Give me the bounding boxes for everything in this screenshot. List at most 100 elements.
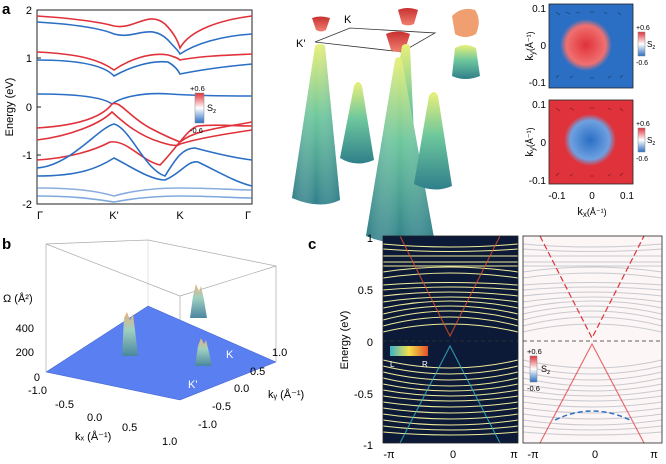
spin-map-bottom-ylabel: ky(Å⁻¹) [524, 127, 537, 156]
lower-cone [414, 92, 452, 190]
band-cbar-var: Sz [207, 103, 216, 115]
legend-upper-cone [452, 8, 479, 37]
berry-plane [46, 306, 276, 400]
spin-map-ytick: 0 [540, 41, 546, 52]
spin-map-ytick: 0 [540, 138, 546, 149]
berry-ytick: 1.0 [272, 347, 287, 359]
brillouin-hexagon [314, 27, 437, 53]
edge-state [539, 342, 645, 444]
edge-state [399, 344, 501, 444]
spin-down-blob [564, 114, 616, 166]
ribbon-xtick: 0 [450, 449, 456, 461]
band-lines [36, 15, 253, 203]
berry-xtick: 0.0 [87, 412, 102, 424]
ribbon-xtick: 0 [592, 449, 598, 461]
lr-legend-right: R [422, 360, 428, 369]
spin-cbar-max: +0.6 [636, 121, 650, 128]
lr-legend-bar [390, 346, 428, 356]
spin-map-xtick: 0 [589, 191, 595, 202]
berry-xtick: 0.5 [122, 422, 137, 434]
spin-map-xlabel: kx(Å⁻¹) [577, 206, 606, 219]
berry-xtick: -1.0 [28, 385, 47, 397]
berry-xtick: -0.5 [55, 399, 74, 411]
berry-xtick: 1.0 [162, 436, 177, 448]
band-line [36, 51, 253, 71]
spin-map-ytick: -0.1 [529, 78, 547, 89]
spin-map-ytick: -0.1 [529, 176, 547, 187]
legend-lower-cone [452, 45, 480, 79]
band-ytick-4: -2 [22, 199, 32, 211]
berry-peak [190, 284, 207, 318]
band-line [36, 102, 253, 143]
spin-cbar-min: -0.6 [636, 156, 648, 163]
spin-map-ytick: 0.1 [532, 100, 546, 111]
spin-map-bottom [548, 99, 634, 185]
panel-b-label: b [2, 236, 11, 253]
band-ytick-0: 2 [26, 5, 32, 17]
spin-map-top [548, 3, 634, 89]
spin-map-xtick: -0.1 [548, 191, 566, 202]
lower-cone [340, 82, 374, 164]
band-line [36, 21, 253, 56]
edge-state [539, 235, 645, 340]
band-ylabel: Energy (eV) [4, 78, 16, 137]
band-line [36, 124, 253, 166]
spin-cbar-min: -0.6 [636, 60, 648, 67]
ribbon-left: L R [382, 235, 519, 444]
berry-k-label: K [226, 349, 234, 361]
band-line [36, 157, 253, 187]
berry-ytick: 0.0 [234, 383, 249, 395]
ribbon-xtick: -π [527, 449, 539, 461]
cone-3d-illustration: K K' [292, 8, 480, 244]
ribbon-xtick: -π [383, 449, 395, 461]
band-line [36, 15, 253, 50]
band-cbar-max: +0.6 [190, 84, 205, 93]
panel-c-label: c [308, 236, 316, 253]
spin-map-top-ylabel: ky(Å⁻¹) [524, 31, 537, 60]
panel-a-label: a [2, 1, 11, 18]
ribbon-cbar-var: Sz [541, 364, 550, 376]
ribbon-ytick: 0.5 [358, 285, 373, 297]
ribbon-colorbar [529, 355, 538, 383]
spin-map-xtick: 0.1 [620, 191, 634, 202]
band-xtick-2: K [176, 210, 184, 222]
berry-ytick: -1.0 [198, 419, 217, 431]
ribbon-right: +0.6 -0.6 Sz [522, 235, 663, 444]
spin-cbar-max: +0.6 [636, 25, 650, 32]
band-xtick-3: Γ [245, 210, 251, 222]
ribbon-ytick: -0.5 [354, 389, 373, 401]
band-xtick-1: K' [109, 210, 118, 222]
band-xtick-0: Γ [37, 210, 43, 222]
band-colorbar [194, 92, 205, 124]
berry-xlabel: kₓ (Å⁻¹) [75, 430, 111, 443]
ribbon-bands [522, 243, 663, 436]
ribbon-bands [382, 243, 519, 436]
spin-cbar-var: Sz [647, 40, 655, 51]
spin-map-ytick: 0.1 [532, 4, 546, 15]
lr-legend-left: L [390, 360, 395, 369]
band-line [36, 187, 253, 197]
upper-cone-cap [398, 8, 418, 26]
berry-ytick: -0.5 [212, 401, 231, 413]
berry-zlabel: Ω (Å²) [3, 292, 33, 305]
band-line [36, 123, 253, 177]
ribbon-ytick: -1 [363, 440, 373, 452]
ribbon-ylabel: Energy (eV) [339, 311, 351, 370]
band-line [36, 59, 253, 78]
cone-kprime-label: K' [296, 38, 305, 50]
band-ytick-2: 0 [26, 102, 32, 114]
band-line [36, 92, 253, 105]
spin-map-bottom-colorbar [637, 127, 646, 153]
cone-k-label: K [344, 14, 352, 26]
berry-peak [195, 338, 212, 366]
upper-cone-cap [312, 16, 330, 32]
spin-cbar-var: Sz [647, 136, 655, 147]
band-line [36, 110, 253, 147]
berry-peak [122, 312, 138, 356]
band-line [36, 195, 253, 203]
berry-curvature-3d: K K' [45, 239, 277, 401]
berry-kprime-label: K' [188, 379, 197, 391]
ribbon-ytick: 1 [367, 233, 373, 245]
spin-up-blob [560, 19, 612, 71]
